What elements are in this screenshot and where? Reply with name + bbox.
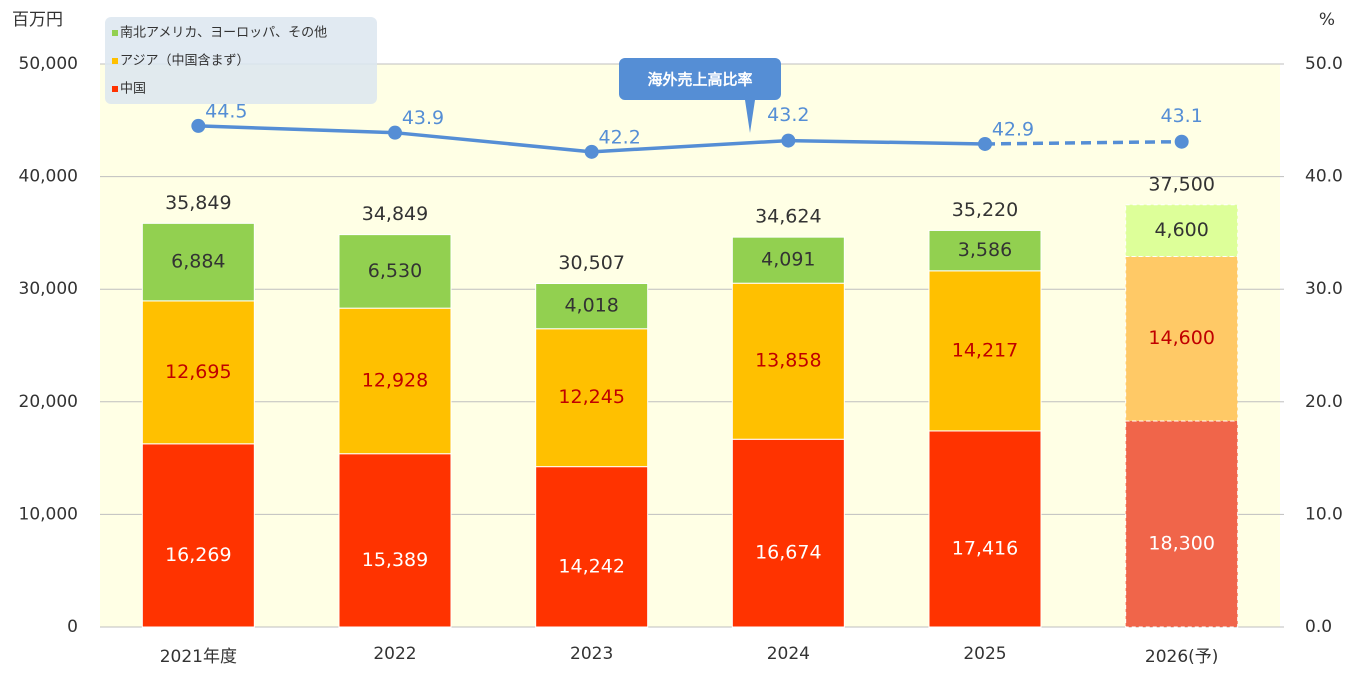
ratio-label: 43.2 — [767, 104, 809, 126]
bar-segment — [928, 430, 1042, 628]
x-tick-label: 2023 — [570, 644, 613, 664]
ratio-label: 44.5 — [205, 100, 247, 122]
ratio-label: 43.1 — [1161, 105, 1203, 127]
bar-value-label: 6,884 — [171, 251, 225, 273]
total-label: 35,849 — [165, 192, 231, 214]
legend-swatch — [112, 58, 118, 64]
ratio-point — [1174, 134, 1189, 149]
y2-tick-label: 40.0 — [1305, 167, 1343, 187]
y2-tick-label: 10.0 — [1305, 504, 1343, 524]
ratio-line-segment — [984, 139, 1182, 146]
y2-unit: % — [1319, 10, 1335, 30]
ratio-label: 42.2 — [599, 126, 641, 148]
bar-segment — [1125, 256, 1239, 422]
ratio-point — [191, 118, 206, 133]
y-tick-label: 10,000 — [19, 504, 78, 524]
ratio-line-segment — [198, 124, 396, 135]
y-tick-label: 20,000 — [19, 392, 78, 412]
ratio-label: 42.9 — [992, 118, 1034, 140]
bar-value-label: 18,300 — [1148, 532, 1214, 554]
bar-segment — [731, 438, 845, 628]
bar-segment — [1125, 420, 1239, 628]
y-tick-label: 30,000 — [19, 279, 78, 299]
ratio-point — [388, 125, 402, 140]
legend-box — [105, 17, 377, 104]
bar-value-label: 15,389 — [362, 549, 428, 571]
bar-segment — [535, 466, 649, 628]
bar-segment — [141, 443, 255, 628]
ratio-point — [781, 133, 796, 148]
plot-area — [100, 64, 1280, 627]
callout-box — [619, 58, 781, 133]
total-label: 37,500 — [1148, 173, 1214, 195]
y2-tick-label: 50.0 — [1305, 54, 1343, 74]
x-tick-label: 2024 — [767, 644, 810, 664]
bar-value-label: 12,928 — [362, 369, 428, 391]
bar-value-label: 14,600 — [1148, 327, 1214, 349]
ratio-line-segment — [788, 138, 986, 146]
bar-value-label: 4,091 — [761, 249, 815, 271]
total-label: 30,507 — [558, 252, 624, 274]
y-tick-label: 50,000 — [19, 54, 78, 74]
legend-swatch — [112, 30, 118, 36]
bar-value-label: 4,600 — [1154, 219, 1208, 241]
bar-value-label: 3,586 — [958, 239, 1012, 261]
bar-segment — [535, 283, 649, 330]
bar-value-label: 12,695 — [165, 361, 231, 383]
y2-tick-label: 0.0 — [1305, 617, 1332, 637]
x-tick-label: 2022 — [373, 644, 416, 664]
bar-segment — [141, 300, 255, 445]
bar-segment — [731, 236, 845, 284]
bar-segment — [928, 229, 1042, 272]
bar-segment — [338, 234, 452, 309]
x-tick-label: 2021年度 — [160, 647, 237, 667]
x-tick-label: 2026(予) — [1145, 647, 1219, 667]
callout-text: 海外売上高比率 — [647, 71, 752, 89]
x-tick-label: 2025 — [963, 644, 1006, 664]
ratio-label: 43.9 — [402, 107, 444, 129]
legend-label: 南北アメリカ、ヨーロッパ、その他 — [120, 25, 327, 41]
total-label: 34,624 — [755, 206, 821, 228]
y-tick-label: 40,000 — [19, 167, 78, 187]
bar-segment — [338, 453, 452, 628]
bar-value-label: 16,269 — [165, 544, 231, 566]
y-unit: 百万円 — [12, 10, 63, 30]
bar-segment — [1125, 204, 1239, 258]
bar-value-label: 17,416 — [952, 537, 1018, 559]
legend-label: 中国 — [120, 82, 146, 97]
ratio-line-segment — [591, 138, 789, 154]
bar-value-label: 14,217 — [952, 339, 1018, 361]
bar-value-label: 6,530 — [368, 260, 422, 282]
bar-value-label: 16,674 — [755, 542, 821, 564]
ratio-line-segment — [394, 130, 592, 154]
y-tick-label: 0 — [67, 617, 78, 637]
y2-tick-label: 20.0 — [1305, 392, 1343, 412]
legend-swatch — [112, 86, 118, 92]
bar-value-label: 13,858 — [755, 350, 821, 372]
bar-segment — [535, 328, 649, 468]
y2-tick-label: 30.0 — [1305, 279, 1343, 299]
total-label: 34,849 — [362, 203, 428, 225]
bar-value-label: 4,018 — [564, 295, 618, 317]
ratio-point — [978, 136, 992, 151]
bar-segment — [141, 222, 255, 302]
total-label: 35,220 — [952, 199, 1018, 221]
bar-value-label: 12,245 — [558, 386, 624, 408]
bar-value-label: 14,242 — [558, 555, 624, 577]
ratio-point — [584, 144, 599, 159]
legend-label: アジア（中国含まず） — [120, 53, 249, 69]
bar-segment — [731, 282, 845, 440]
